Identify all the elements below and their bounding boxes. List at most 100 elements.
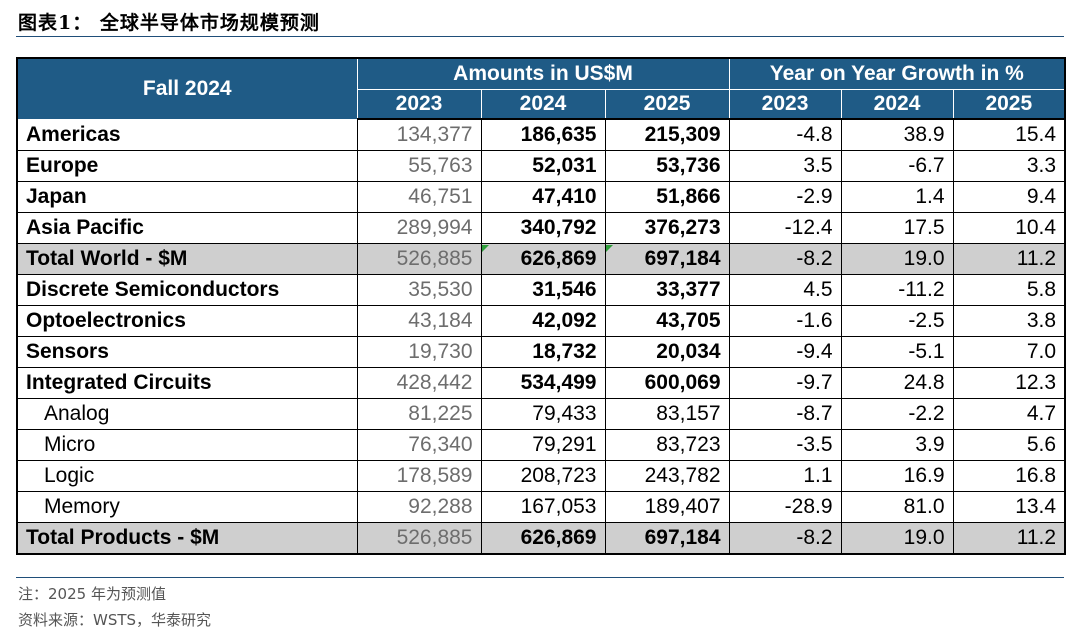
- growth-2025-cell: 15.4: [952, 118, 1067, 151]
- growth-2023-cell: 4.5: [728, 274, 842, 306]
- table-row: Integrated Circuits 428,442 534,499 600,069…: [16, 367, 1067, 399]
- amount-2025-cell: 53,736: [604, 150, 730, 182]
- amount-2023-cell: 46,751: [356, 181, 482, 213]
- amount-2025-cell: 43,705: [604, 305, 730, 337]
- growth-2025-cell: 3.8: [952, 305, 1067, 337]
- row-label-cell: Analog: [16, 398, 358, 430]
- amount-2023-cell: 178,589: [356, 460, 482, 492]
- amount-2025-cell: 376,273: [604, 212, 730, 244]
- amount-2023-cell: 428,442: [356, 367, 482, 399]
- table-body: Americas 134,377 186,635 215,309 -4.8 38.9 15.…: [16, 118, 1067, 555]
- row-label-cell: Micro: [16, 429, 358, 461]
- row-label-cell: Americas: [16, 118, 358, 151]
- amount-2024-cell: 186,635: [480, 118, 606, 151]
- growth-2023-cell: -8.7: [728, 398, 842, 430]
- growth-2024-cell: -2.2: [840, 398, 954, 430]
- growth-2023-cell: -8.2: [728, 243, 842, 275]
- growth-2025-cell: 9.4: [952, 181, 1067, 213]
- amount-2024-cell: 79,433: [480, 398, 606, 430]
- amount-2025-cell: 600,069: [604, 367, 730, 399]
- row-label-cell: Discrete Semiconductors: [16, 274, 358, 306]
- growth-2024-cell: 16.9: [840, 460, 954, 492]
- amount-2023-cell: 289,994: [356, 212, 482, 244]
- growth-2024-cell: 19.0: [840, 243, 954, 275]
- semiconductor-market-table: Fall 2024 Amounts in US$M Year on Year G…: [16, 57, 1067, 555]
- growth-2025-cell: 12.3: [952, 367, 1067, 399]
- row-label-cell: Optoelectronics: [16, 305, 358, 337]
- year-header-amount-2025: 2025: [604, 88, 730, 120]
- table-row: Logic 178,589 208,723 243,782 1.1 16.9 16.8: [16, 460, 1067, 492]
- growth-2023-cell: 1.1: [728, 460, 842, 492]
- year-header-growth-2023: 2023: [728, 88, 842, 120]
- amount-2024-cell: 42,092: [480, 305, 606, 337]
- amount-2024-cell: 47,410: [480, 181, 606, 213]
- corner-label: Fall 2024: [16, 57, 358, 120]
- table-row: Sensors 19,730 18,732 20,034 -9.4 -5.1 7.0: [16, 336, 1067, 368]
- title-divider: [16, 36, 1064, 37]
- table-row: Total World - $M 526,885 626,869 697,184 -8.…: [16, 243, 1067, 275]
- row-label-cell: Asia Pacific: [16, 212, 358, 244]
- amount-2024-cell: 626,869: [480, 243, 606, 275]
- growth-2023-cell: -2.9: [728, 181, 842, 213]
- amount-2025-cell: 83,157: [604, 398, 730, 430]
- growth-2023-cell: -4.8: [728, 118, 842, 151]
- row-label-cell: Logic: [16, 460, 358, 492]
- growth-2023-cell: -12.4: [728, 212, 842, 244]
- year-header-growth-2024: 2024: [840, 88, 954, 120]
- amount-2023-cell: 92,288: [356, 491, 482, 523]
- amount-2024-cell: 167,053: [480, 491, 606, 523]
- row-label-cell: Europe: [16, 150, 358, 182]
- table-row: Japan 46,751 47,410 51,866 -2.9 1.4 9.4: [16, 181, 1067, 213]
- growth-2025-cell: 13.4: [952, 491, 1067, 523]
- table-row: Asia Pacific 289,994 340,792 376,273 -12.4 17…: [16, 212, 1067, 244]
- growth-2025-cell: 11.2: [952, 243, 1067, 275]
- growth-2023-cell: 3.5: [728, 150, 842, 182]
- table-row: Discrete Semiconductors 35,530 31,546 33,37…: [16, 274, 1067, 306]
- amount-2024-cell: 626,869: [480, 522, 606, 555]
- amount-2023-cell: 19,730: [356, 336, 482, 368]
- growth-2023-cell: -9.7: [728, 367, 842, 399]
- growth-2023-cell: -9.4: [728, 336, 842, 368]
- group-header-growth: Year on Year Growth in %: [728, 57, 1067, 90]
- amount-2024-cell: 340,792: [480, 212, 606, 244]
- table-row: Europe 55,763 52,031 53,736 3.5 -6.7 3.3: [16, 150, 1067, 182]
- amount-2024-cell: 534,499: [480, 367, 606, 399]
- growth-2023-cell: -8.2: [728, 522, 842, 555]
- amount-2024-cell: 52,031: [480, 150, 606, 182]
- row-label-cell: Sensors: [16, 336, 358, 368]
- growth-2025-cell: 7.0: [952, 336, 1067, 368]
- growth-2024-cell: -6.7: [840, 150, 954, 182]
- growth-2025-cell: 5.6: [952, 429, 1067, 461]
- figure-title: 图表1： 全球半导体市场规模预测: [18, 12, 320, 34]
- forecast-note: 注：2025 年为预测值: [18, 585, 166, 603]
- table-row: Optoelectronics 43,184 42,092 43,705 -1.6 -2.…: [16, 305, 1067, 337]
- growth-2025-cell: 4.7: [952, 398, 1067, 430]
- amount-2025-cell: 697,184: [604, 243, 730, 275]
- table-row: Total Products - $M 526,885 626,869 697,184…: [16, 522, 1067, 555]
- growth-2024-cell: 1.4: [840, 181, 954, 213]
- growth-2024-cell: 19.0: [840, 522, 954, 555]
- amount-2024-cell: 31,546: [480, 274, 606, 306]
- growth-2025-cell: 11.2: [952, 522, 1067, 555]
- table-row: Memory 92,288 167,053 189,407 -28.9 81.0 13.4: [16, 491, 1067, 523]
- row-label-cell: Memory: [16, 491, 358, 523]
- year-header-amount-2024: 2024: [480, 88, 606, 120]
- growth-2024-cell: 38.9: [840, 118, 954, 151]
- amount-2025-cell: 243,782: [604, 460, 730, 492]
- table-row: Micro 76,340 79,291 83,723 -3.5 3.9 5.6: [16, 429, 1067, 461]
- amount-2023-cell: 76,340: [356, 429, 482, 461]
- amount-2023-cell: 526,885: [356, 243, 482, 275]
- year-header-amount-2023: 2023: [356, 88, 482, 120]
- growth-2024-cell: 24.8: [840, 367, 954, 399]
- growth-2025-cell: 5.8: [952, 274, 1067, 306]
- table-row: Americas 134,377 186,635 215,309 -4.8 38.9 15.…: [16, 118, 1067, 151]
- amount-2023-cell: 526,885: [356, 522, 482, 555]
- amount-2023-cell: 81,225: [356, 398, 482, 430]
- amount-2023-cell: 35,530: [356, 274, 482, 306]
- growth-2023-cell: -3.5: [728, 429, 842, 461]
- amount-2024-cell: 79,291: [480, 429, 606, 461]
- amount-2025-cell: 51,866: [604, 181, 730, 213]
- amount-2024-cell: 208,723: [480, 460, 606, 492]
- growth-2024-cell: 3.9: [840, 429, 954, 461]
- amount-2025-cell: 697,184: [604, 522, 730, 555]
